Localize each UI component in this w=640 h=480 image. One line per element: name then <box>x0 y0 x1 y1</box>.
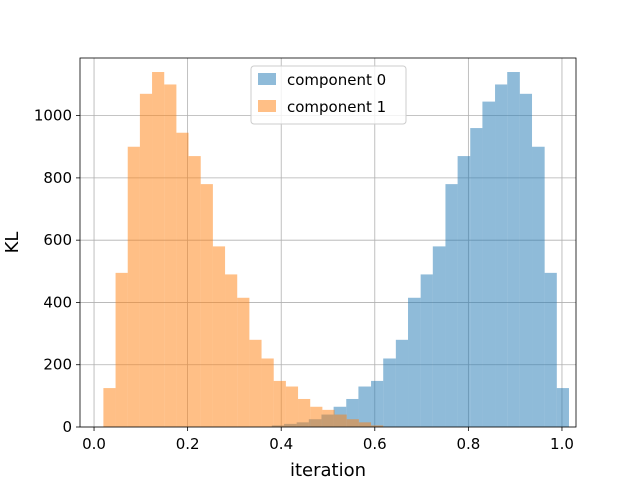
legend-box <box>250 65 407 125</box>
y-tick-label: 400 <box>43 293 72 311</box>
bar-component-0 <box>532 146 545 428</box>
bar-component-0 <box>395 339 409 427</box>
bar-component-1 <box>371 425 384 427</box>
bar-component-1 <box>200 184 213 427</box>
bar-component-1 <box>273 380 286 427</box>
bar-component-1 <box>310 406 323 427</box>
bar-component-1 <box>322 409 335 427</box>
x-tick-label: 0.2 <box>176 435 200 453</box>
bar-component-0 <box>432 246 446 427</box>
bar-component-1 <box>261 358 274 427</box>
bar-component-0 <box>495 84 508 427</box>
bars <box>103 72 569 428</box>
x-tick-label: 0.8 <box>456 435 480 453</box>
bar-component-1 <box>103 388 116 427</box>
y-tick-label: 0 <box>62 418 72 436</box>
bar-component-1 <box>334 414 347 427</box>
bar-component-0 <box>383 358 396 427</box>
legend-label-component-0: component 0 <box>287 71 386 89</box>
bar-component-1 <box>285 386 299 427</box>
legend: component 0 component 1 <box>250 65 407 125</box>
bar-component-0 <box>519 93 533 428</box>
y-tick-label: 1000 <box>34 107 72 125</box>
bar-component-1 <box>152 72 165 427</box>
legend-swatch-component-1 <box>258 100 276 112</box>
bar-component-1 <box>358 422 372 427</box>
ticks: 0.0 0.2 0.4 0.6 0.8 1.0 0 200 400 600 800 1000 <box>34 107 574 453</box>
legend-swatch-component-0 <box>258 73 276 85</box>
bar-component-1 <box>188 156 201 427</box>
bar-component-1 <box>249 339 262 427</box>
bar-component-0 <box>544 272 557 427</box>
bar-component-0 <box>556 388 569 427</box>
bar-component-1 <box>346 419 359 427</box>
bar-component-1 <box>298 398 311 427</box>
bar-component-1 <box>164 84 177 427</box>
x-tick-label: 1.0 <box>550 435 574 453</box>
bar-component-0 <box>470 128 483 427</box>
bar-component-0 <box>408 297 421 427</box>
x-tick-label: 0.0 <box>82 435 106 453</box>
bar-component-1 <box>115 272 128 427</box>
legend-label-component-1: component 1 <box>287 98 386 116</box>
y-tick-label: 600 <box>43 231 72 249</box>
bar-component-1 <box>176 132 189 427</box>
bar-component-0 <box>457 156 471 427</box>
x-axis-label: iteration <box>290 460 366 480</box>
y-tick-label: 800 <box>43 169 72 187</box>
bar-component-1 <box>237 297 250 427</box>
y-axis-label: KL <box>2 232 23 254</box>
bar-component-0 <box>420 274 433 427</box>
y-tick-label: 200 <box>43 356 72 374</box>
bar-component-1 <box>127 146 140 428</box>
bar-component-1 <box>139 93 153 428</box>
bar-component-1 <box>225 274 238 427</box>
plot-frame <box>79 57 577 428</box>
bar-component-0 <box>371 380 384 427</box>
x-tick-label: 0.4 <box>269 435 293 453</box>
x-tick-label: 0.6 <box>363 435 387 453</box>
bar-component-0 <box>507 72 520 427</box>
bar-component-0 <box>358 386 372 427</box>
bar-component-0 <box>445 184 458 427</box>
bar-component-1 <box>212 246 226 427</box>
bar-component-0 <box>482 101 496 427</box>
